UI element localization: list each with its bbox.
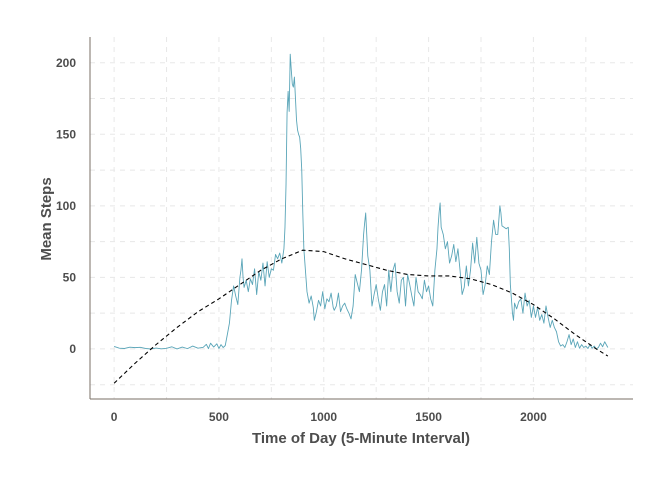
x-tick-label: 500: [209, 410, 229, 424]
x-tick-label: 2000: [520, 410, 547, 424]
x-tick-label: 1500: [415, 410, 442, 424]
y-tick-label: 150: [56, 127, 76, 141]
grid: [90, 37, 633, 399]
y-tick-label: 100: [56, 199, 76, 213]
tick-labels: 0 500 1000 1500 2000 0 50 100 150 200: [56, 56, 547, 424]
x-axis-title: Time of Day (5-Minute Interval): [252, 430, 470, 447]
x-tick-label: 1000: [310, 410, 337, 424]
series-group: [113, 53, 609, 384]
y-axis-title: Mean Steps: [38, 177, 55, 260]
y-tick-label: 0: [69, 342, 76, 356]
smoothed-trend-line: [113, 249, 609, 384]
y-tick-label: 200: [56, 56, 76, 70]
axes: [89, 37, 633, 400]
y-tick-label: 50: [63, 270, 77, 284]
mean-steps-line: [113, 53, 609, 350]
x-tick-label: 0: [111, 410, 118, 424]
